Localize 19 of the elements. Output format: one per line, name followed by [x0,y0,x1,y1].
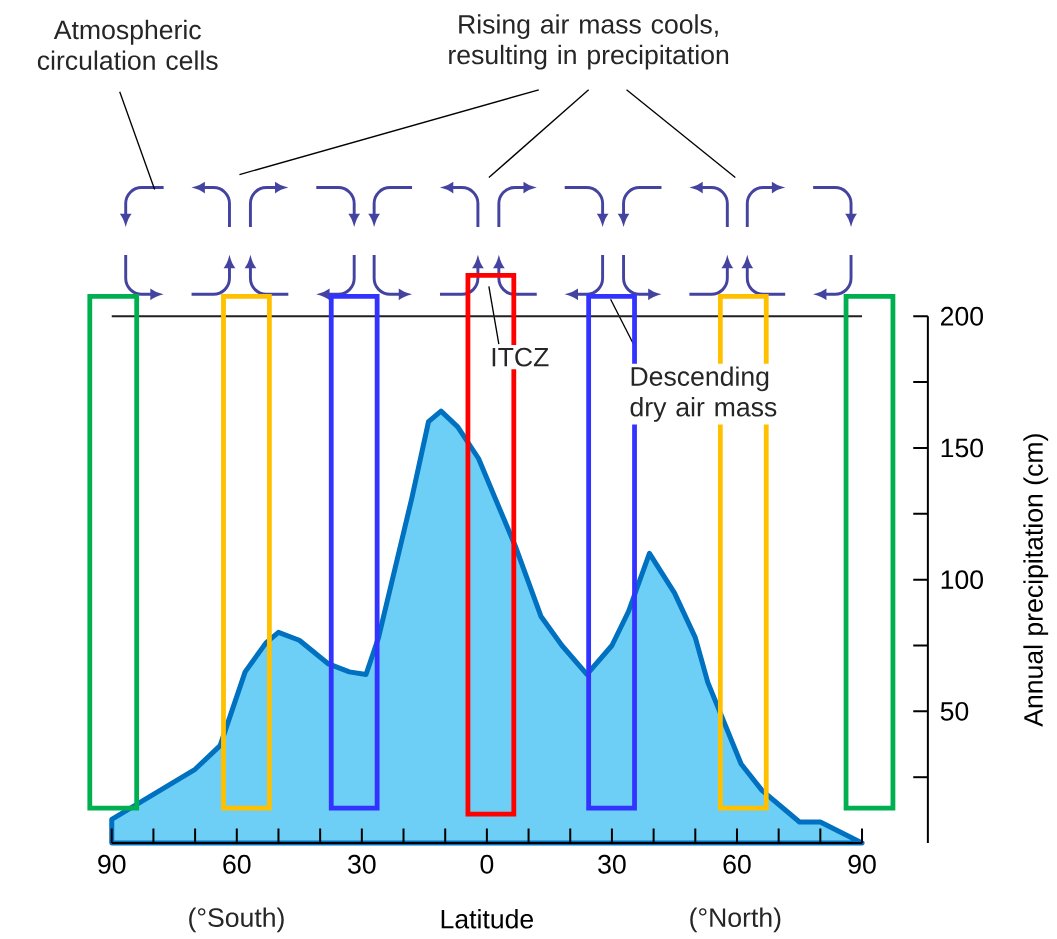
x-tick-label: 30 [348,854,376,874]
x-tick-label: 30 [598,854,626,874]
x-axis-title: Latitude [441,909,534,929]
x-tick-label: 90 [98,854,126,874]
y-tick-label: 50 [940,702,969,721]
x-tick-label: 60 [723,854,751,874]
x-tick-label: 90 [848,854,876,874]
y-tick-label: 150 [941,438,983,458]
text: (°North) [690,907,781,933]
text: (°South) [189,907,284,933]
annotation: Descending dry air mass [630,366,777,422]
y-tick-label: 100 [941,570,983,590]
y-tick-label: 200 [941,306,983,326]
text: Atmospheric circulation cells [37,19,218,71]
text: Rising air mass cools, resulting in precipitation [449,14,729,70]
annotation: ITCZ [492,347,549,367]
y-axis-title: Annual precipitation (cm) [1023,434,1049,727]
x-tick-label: 0 [480,854,494,874]
x-tick-label: 60 [223,854,251,874]
